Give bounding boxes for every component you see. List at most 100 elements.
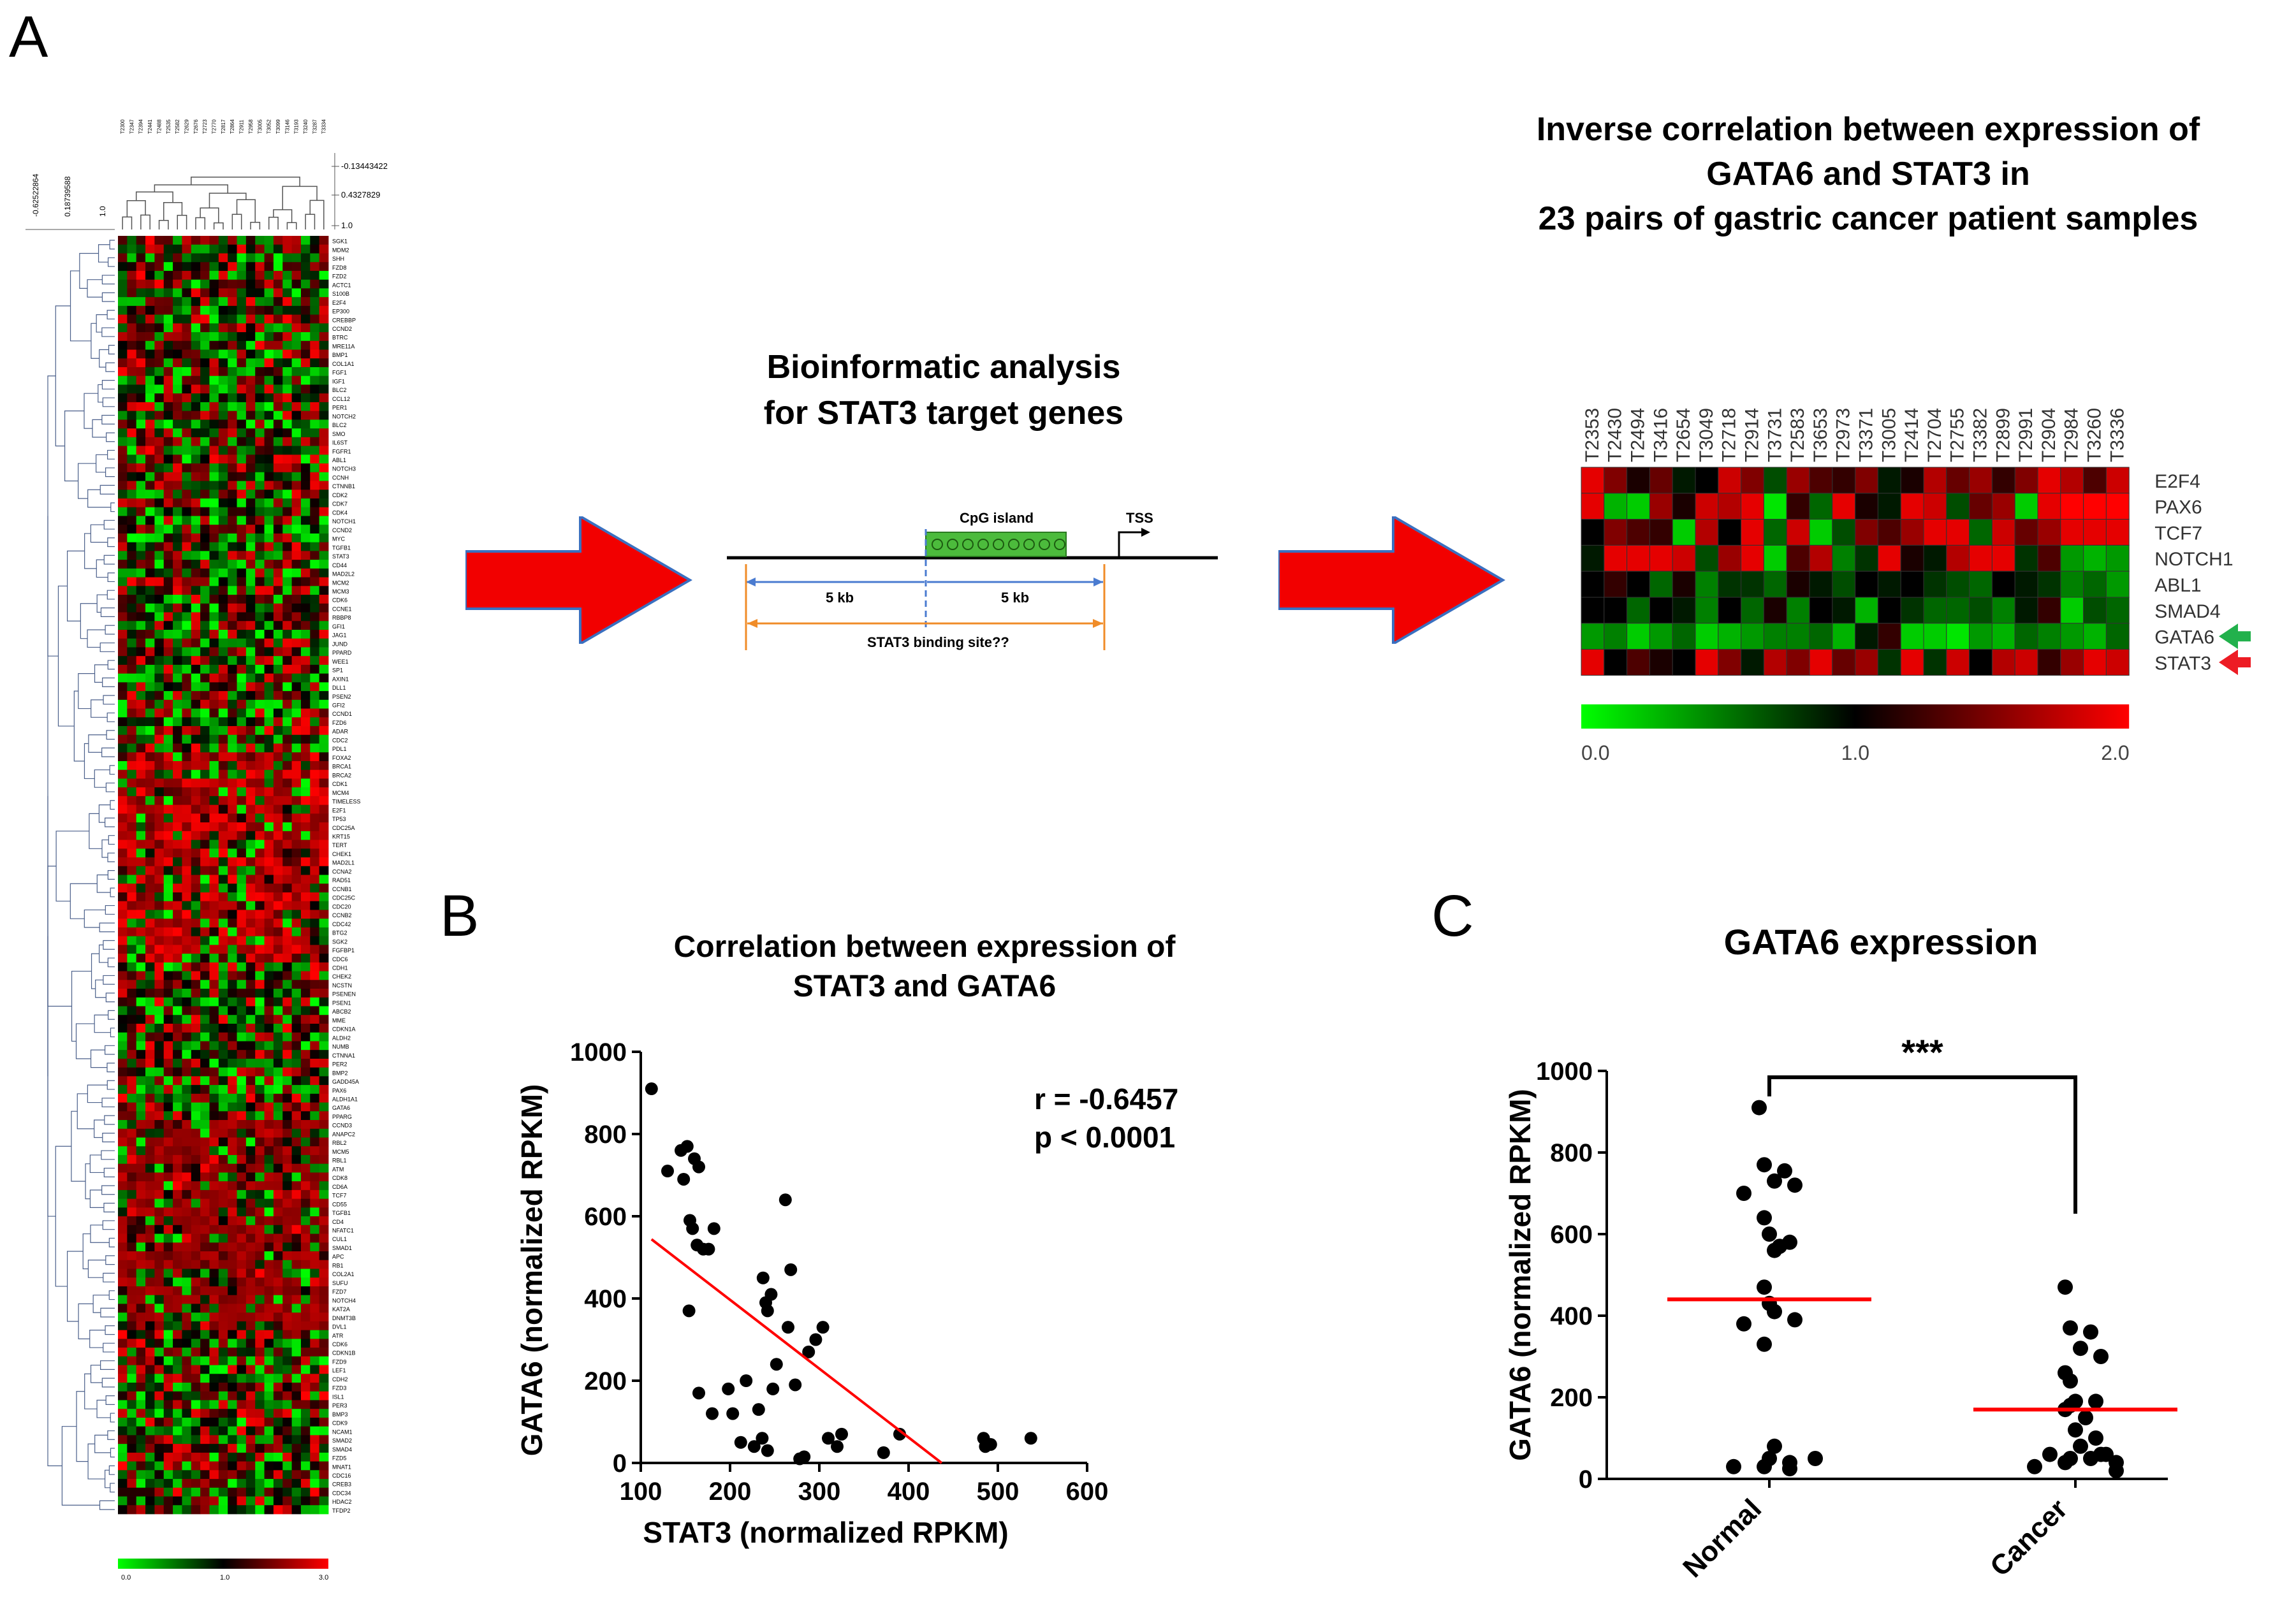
heatmap-cell [319, 1505, 329, 1515]
heatmap-cell [282, 1120, 293, 1130]
heatmap-cell [209, 1189, 219, 1200]
heatmap-cell [310, 1330, 320, 1339]
heatmap-cell [319, 262, 329, 272]
heatmap-cell [282, 822, 293, 832]
heatmap-cell [209, 1286, 219, 1296]
heatmap-cell [173, 1260, 182, 1269]
heatmap-cell [173, 1181, 182, 1191]
heatmap-cell [136, 533, 146, 543]
heatmap-cell [282, 358, 293, 368]
row-label: CCNE1 [332, 606, 352, 612]
heatmap-cell [163, 1189, 173, 1200]
heatmap-cell [173, 516, 182, 525]
y-axis-label: GATA6 (normalized RPKM) [515, 1084, 548, 1457]
heatmap-cell [163, 664, 173, 674]
heatmap-cell [245, 288, 256, 298]
heatmap-cell [118, 305, 128, 315]
row-label: GADD45A [332, 1079, 359, 1085]
heatmap-cell [319, 954, 329, 963]
heatmap-cell [209, 1356, 219, 1365]
heatmap-cell [255, 525, 265, 534]
heatmap-cell [282, 1452, 293, 1462]
heatmap-cell [291, 656, 302, 665]
heatmap-cell [200, 1417, 210, 1427]
row-label: FZD6 [332, 720, 347, 726]
heatmap-cell [218, 1058, 228, 1068]
heatmap-cell [163, 752, 173, 762]
heatmap-cell [118, 437, 128, 446]
heatmap-cell [200, 525, 210, 534]
heatmap-cell [245, 656, 256, 665]
row-label: NOTCH2 [332, 413, 356, 419]
heatmap-cell [310, 595, 320, 604]
color-scale-label: 2.0 [2101, 741, 2129, 764]
heatmap-cell [264, 656, 274, 665]
heatmap-cell [228, 1260, 237, 1269]
heatmap-cell [264, 1128, 274, 1138]
heatmap-cell [118, 1417, 128, 1427]
heatmap-cell [245, 1417, 256, 1427]
row-label: TGFB1 [332, 544, 351, 551]
heatmap-cell [300, 455, 311, 464]
heatmap-cell [173, 962, 182, 971]
heatmap-cell [173, 1269, 182, 1278]
heatmap-cell [300, 691, 311, 701]
heatmap-cell [127, 734, 137, 744]
heatmap-cell [319, 1067, 329, 1077]
data-point [726, 1407, 740, 1420]
heatmap-cell [237, 1076, 247, 1086]
heatmap-cell [218, 375, 228, 385]
heatmap-cell [291, 682, 302, 692]
heatmap-cell [218, 1313, 228, 1322]
heatmap-cell [173, 1076, 182, 1086]
heatmap-cell [1832, 519, 1856, 546]
heatmap-cell [118, 1216, 128, 1226]
heatmap-cell [255, 411, 265, 420]
heatmap-cell [136, 262, 146, 272]
heatmap-cell [228, 455, 237, 464]
heatmap-cell [163, 1128, 173, 1138]
heatmap-cell [173, 1233, 182, 1243]
heatmap-cell [118, 349, 128, 359]
heatmap-cell [136, 586, 146, 595]
heatmap-cell [1969, 571, 1993, 598]
heatmap-cell [264, 1426, 274, 1436]
heatmap-cell [245, 1487, 256, 1497]
column-label: T3052 [267, 119, 272, 134]
heatmap-cell [182, 472, 192, 481]
heatmap-cell [1809, 623, 1833, 650]
heatmap-cell [200, 1006, 210, 1015]
heatmap-cell [209, 1496, 219, 1506]
heatmap-cell [145, 691, 155, 701]
column-label: T2494 [1627, 408, 1648, 462]
heatmap-cell [136, 1365, 146, 1374]
heatmap-cell [319, 507, 329, 516]
heatmap-cell [255, 305, 265, 315]
heatmap-cell [291, 428, 302, 438]
heatmap-cell [273, 664, 283, 674]
heatmap-cell [245, 971, 256, 980]
heatmap-cell [145, 1102, 155, 1112]
heatmap-cell [310, 279, 320, 289]
heatmap-cell [163, 1365, 173, 1374]
heatmap-cell [264, 1216, 274, 1226]
heatmap-cell [273, 647, 283, 657]
heatmap-cell [182, 919, 192, 928]
dendrogram-branch [105, 625, 115, 635]
heatmap-cell [127, 980, 137, 989]
heatmap-cell [1969, 544, 1993, 572]
heatmap-cell [255, 1479, 265, 1488]
heatmap-cell [255, 270, 265, 280]
dendrogram-branch [84, 909, 106, 928]
heatmap-cell [136, 1260, 146, 1269]
heatmap-cell [218, 358, 228, 368]
heatmap-cell [118, 1321, 128, 1331]
heatmap-cell [145, 1198, 155, 1208]
heatmap-cell [255, 262, 265, 272]
heatmap-cell [191, 892, 201, 902]
heatmap-cell [218, 332, 228, 342]
heatmap-cell [282, 1277, 293, 1287]
heatmap-cell [300, 1487, 311, 1497]
heatmap-cell [1741, 597, 1764, 624]
heatmap-cell [163, 1225, 173, 1234]
